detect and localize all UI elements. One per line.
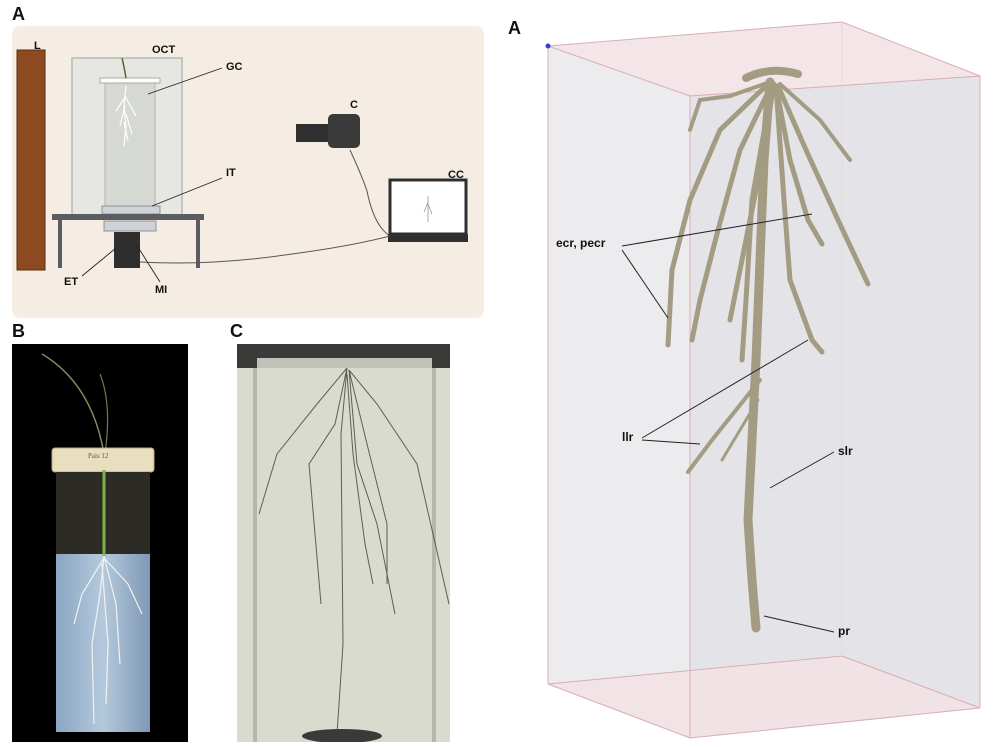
camera-lens	[296, 124, 330, 142]
left-glass-edge	[253, 368, 257, 742]
box-corner-marker	[545, 43, 551, 49]
root-crown-9	[773, 83, 825, 355]
roots-illustration	[237, 344, 450, 742]
root-crown-3	[727, 81, 777, 323]
root-crown-1	[665, 79, 773, 348]
setup-schematic	[16, 49, 468, 283]
root-crown-2	[689, 81, 775, 343]
label-motor: MI	[155, 284, 168, 296]
camera-body	[328, 114, 360, 148]
label-electric-turntable: ET	[64, 276, 79, 288]
setup-schematic-panel: L OCT GC C CC IT ET MI	[12, 26, 484, 318]
roots-photo	[237, 344, 450, 742]
motor-box	[114, 232, 140, 268]
label-long-laterals: llr	[622, 430, 634, 444]
root-crown-8	[739, 83, 775, 363]
root-long-lateral-2	[720, 398, 760, 462]
label-primary-root: pr	[838, 624, 850, 638]
jar-roots	[73, 555, 143, 725]
lamp-board	[16, 49, 46, 271]
root-system	[665, 66, 871, 633]
jar-label: Pais 12	[88, 452, 109, 460]
camera-cable	[349, 149, 391, 237]
box-edges	[547, 21, 981, 739]
root-top-cluster	[742, 66, 802, 82]
leaf-blade-2	[99, 373, 109, 455]
label-short-laterals: slr	[838, 444, 853, 458]
photo-glass	[257, 358, 432, 368]
box-left-face	[548, 46, 690, 738]
label-lamp: L	[34, 40, 41, 52]
label-glass-cylinder: GC	[226, 61, 243, 73]
panel-letter-c: C	[230, 321, 243, 341]
root-long-lateral-1	[686, 378, 762, 474]
panel-letter-a-setup: A	[12, 4, 25, 24]
jar-photo: Pais 12	[12, 344, 188, 742]
table-leg-right	[196, 220, 200, 268]
callout-gc	[147, 67, 223, 95]
box-top-face	[548, 22, 980, 96]
label-computer: CC	[448, 169, 464, 181]
table-leg-left	[58, 220, 62, 268]
glass-cylinder	[104, 80, 156, 212]
label-camera: C	[350, 99, 358, 111]
motor-cable	[139, 235, 391, 264]
root-crown-6	[778, 82, 852, 162]
root-strands	[258, 367, 450, 735]
panel-letter-a-reconstruction: A	[508, 18, 521, 38]
label-table: IT	[226, 167, 236, 179]
reconstruction-callouts	[621, 213, 835, 633]
turntable-under	[103, 220, 157, 232]
screen-plant	[423, 196, 433, 222]
label-crown-roots: ecr, pecr	[556, 236, 606, 250]
turntable-top	[101, 205, 161, 215]
box-front-face	[690, 76, 980, 738]
root-primary	[743, 77, 775, 633]
box-bottom-face	[548, 656, 980, 738]
root-sketch	[115, 85, 137, 147]
callout-et	[81, 247, 117, 277]
callout-mi	[135, 243, 161, 283]
photo-bottom-object	[302, 729, 382, 742]
callout-it	[151, 177, 223, 207]
root-crown-5	[775, 83, 871, 287]
cylinder-lid	[99, 77, 161, 84]
right-glass-edge	[432, 368, 436, 742]
jar-illustration	[41, 353, 155, 732]
label-octagon: OCT	[152, 44, 176, 56]
computer-base	[388, 234, 468, 242]
root-crown-7	[688, 80, 772, 132]
root-crown-4	[773, 83, 825, 247]
seedling-shoot	[121, 57, 127, 79]
leaf-blade	[41, 353, 105, 455]
panel-letter-b: B	[12, 321, 25, 341]
table-top	[52, 214, 204, 220]
